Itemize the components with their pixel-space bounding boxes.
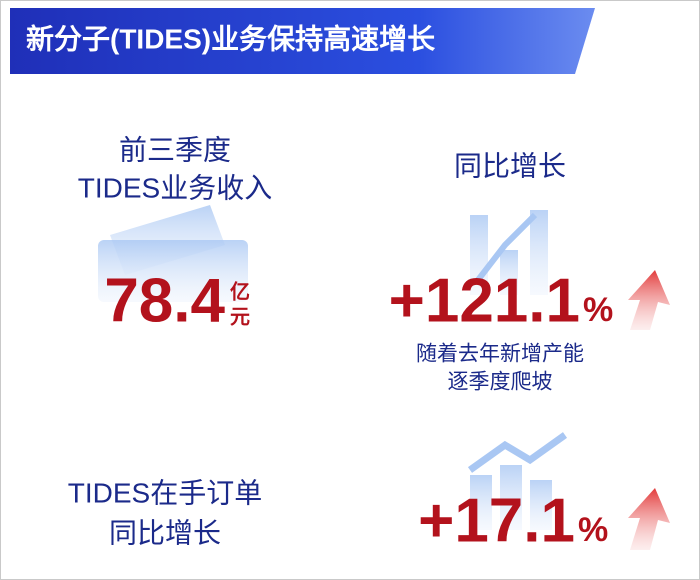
value: 78.4 [104, 266, 225, 335]
unit: 亿 [230, 279, 250, 303]
unit: % [578, 511, 608, 549]
label: TIDES在手订单 [68, 477, 262, 508]
trend-icon [467, 432, 568, 530]
bar-icon [470, 210, 548, 295]
title: 新分子(TIDES)业务保持高速增长 [26, 23, 435, 54]
up-arrow [628, 488, 670, 550]
unit: % [583, 291, 613, 329]
label: TIDES业务收入 [78, 172, 272, 203]
value: +121.1 [389, 266, 580, 335]
value: +17.1 [418, 486, 575, 555]
label: 同比增长 [454, 150, 566, 181]
wallet-icon [98, 205, 248, 302]
unit: 元 [230, 306, 250, 328]
note: 随着去年新增产能 [416, 343, 584, 366]
note: 逐季度爬坡 [448, 371, 553, 394]
title-banner [10, 8, 595, 74]
label: 前三季度 [119, 134, 231, 165]
up-arrow [628, 270, 670, 330]
label: 同比增长 [109, 517, 221, 548]
